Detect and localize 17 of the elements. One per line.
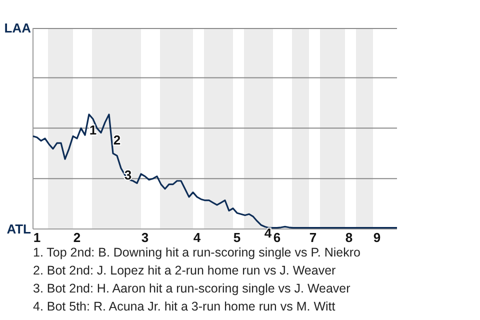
annotation: 1	[89, 122, 97, 138]
x-tick-label: 7	[309, 230, 317, 245]
x-tick-label: 6	[273, 230, 281, 245]
x-tick-label: 4	[193, 230, 202, 245]
text: 1. Top 2nd: B. Downing hit a run-scoring single vs P. Niekro	[33, 245, 361, 260]
text: 4. Bot 5th: R. Acuna Jr. hit a 3-run home run vs M. Witt	[33, 299, 336, 314]
text: ATL	[6, 222, 32, 237]
x-tick-label: 3	[141, 230, 149, 245]
text: 2. Bot 2nd: J. Lopez hit a 2-run home run vs J. Weaver	[33, 263, 336, 278]
x-tick-label: 1	[33, 230, 41, 245]
x-tick-label: 8	[345, 230, 353, 245]
text: LAA	[4, 20, 32, 36]
x-tick-label: 5	[233, 230, 241, 245]
x-tick-label: 9	[373, 230, 381, 245]
text: 3. Bot 2nd: H. Aaron hit a run-scoring single vs J. Weaver	[33, 281, 350, 296]
annotation: 2	[113, 132, 121, 148]
x-tick-label: 2	[73, 230, 81, 245]
